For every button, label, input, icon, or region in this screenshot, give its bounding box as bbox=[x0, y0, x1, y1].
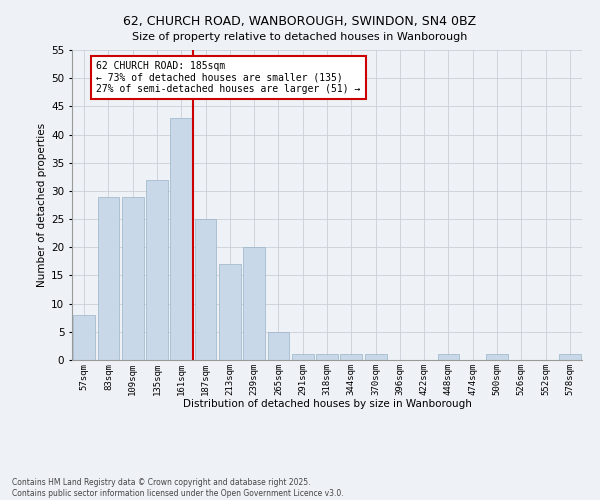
Bar bbox=[365, 354, 386, 360]
Text: Contains HM Land Registry data © Crown copyright and database right 2025.
Contai: Contains HM Land Registry data © Crown c… bbox=[12, 478, 344, 498]
Bar bbox=[97, 196, 119, 360]
Bar bbox=[243, 248, 265, 360]
Bar bbox=[146, 180, 168, 360]
X-axis label: Distribution of detached houses by size in Wanborough: Distribution of detached houses by size … bbox=[182, 399, 472, 409]
Bar bbox=[73, 315, 95, 360]
Bar bbox=[486, 354, 508, 360]
Bar bbox=[437, 354, 460, 360]
Bar bbox=[219, 264, 241, 360]
Text: Size of property relative to detached houses in Wanborough: Size of property relative to detached ho… bbox=[133, 32, 467, 42]
Bar bbox=[316, 354, 338, 360]
Bar bbox=[292, 354, 314, 360]
Bar bbox=[122, 196, 143, 360]
Text: 62 CHURCH ROAD: 185sqm
← 73% of detached houses are smaller (135)
27% of semi-de: 62 CHURCH ROAD: 185sqm ← 73% of detached… bbox=[96, 62, 361, 94]
Bar bbox=[340, 354, 362, 360]
Y-axis label: Number of detached properties: Number of detached properties bbox=[37, 123, 47, 287]
Bar bbox=[559, 354, 581, 360]
Text: 62, CHURCH ROAD, WANBOROUGH, SWINDON, SN4 0BZ: 62, CHURCH ROAD, WANBOROUGH, SWINDON, SN… bbox=[124, 15, 476, 28]
Bar bbox=[170, 118, 192, 360]
Bar bbox=[268, 332, 289, 360]
Bar bbox=[194, 219, 217, 360]
